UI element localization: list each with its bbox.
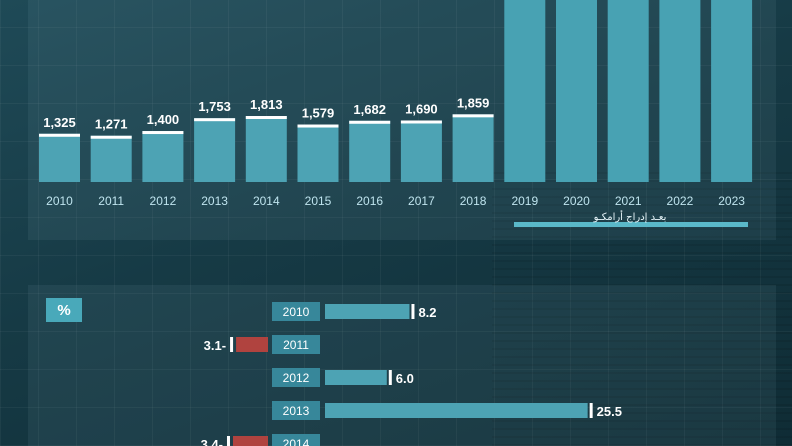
x-tick-label-2010: 2010 xyxy=(46,194,73,208)
top-chart-panel xyxy=(28,0,776,240)
x-tick-label-2022: 2022 xyxy=(667,194,694,208)
bar-2016 xyxy=(349,120,391,182)
bar-cap-2012 xyxy=(142,131,184,135)
aramco-underline xyxy=(514,222,748,227)
growth-bar-tick-2013 xyxy=(589,403,593,418)
bar-future-2022 xyxy=(659,0,701,182)
x-tick-label-2017: 2017 xyxy=(408,194,435,208)
bar-value-label-2017: 1,690 xyxy=(405,101,438,116)
x-tick-label-2016: 2016 xyxy=(356,194,383,208)
x-tick-label-2020: 2020 xyxy=(563,194,590,208)
y-tick-label-2010: 2010 xyxy=(283,305,310,319)
y-tick-label-2011: 2011 xyxy=(283,338,309,352)
bar-value-label-2015: 1,579 xyxy=(302,106,335,121)
growth-bar-tick-2011 xyxy=(230,337,234,352)
year-box-2010 xyxy=(272,302,320,321)
x-tick-label-2019: 2019 xyxy=(511,194,538,208)
bar-value-label-2014: 1,813 xyxy=(250,97,283,112)
bar-cap-2010 xyxy=(39,133,80,137)
year-box-2014 xyxy=(272,434,320,446)
year-box-2013 xyxy=(272,401,320,420)
bar-value-label-2018: 1,859 xyxy=(457,95,490,110)
growth-value-label-2010: 8.2 xyxy=(418,305,436,320)
x-tick-label-2012: 2012 xyxy=(150,194,177,208)
bar-2013 xyxy=(194,118,236,182)
year-box-2012 xyxy=(272,368,320,387)
bar-cap-2014 xyxy=(245,116,287,120)
y-tick-label-2012: 2012 xyxy=(283,371,310,385)
growth-bar-tick-2010 xyxy=(411,304,415,319)
background-building xyxy=(492,170,792,446)
bar-2011 xyxy=(90,135,132,182)
bar-cap-2018 xyxy=(452,114,494,118)
bar-cap-2013 xyxy=(194,118,236,122)
y-tick-label-2014: 2014 xyxy=(283,437,310,446)
growth-value-label-2013: 25.5 xyxy=(597,404,622,419)
growth-value-label-2011: 3.1- xyxy=(204,338,226,353)
x-tick-label-2014: 2014 xyxy=(253,194,280,208)
bar-2012 xyxy=(142,131,184,182)
growth-bar-2014 xyxy=(232,436,268,446)
top-bar-chart: 1,325 2010 1,271 2011 1,400 2012 1,753 2013 1,81… xyxy=(39,0,753,227)
bar-future-2020 xyxy=(556,0,597,182)
x-tick-label-2018: 2018 xyxy=(460,194,487,208)
bar-2014 xyxy=(245,116,287,182)
x-tick-label-2013: 2013 xyxy=(201,194,228,208)
aramco-annotation: بعـد إدراج أرامكـو xyxy=(593,212,667,223)
bar-value-label-2012: 1,400 xyxy=(147,112,180,127)
x-tick-label-2023: 2023 xyxy=(718,194,745,208)
growth-bar-tick-2014 xyxy=(226,436,230,446)
growth-bar-tick-2012 xyxy=(388,370,392,385)
growth-bar-2011 xyxy=(236,337,268,352)
growth-bar-2010 xyxy=(325,304,410,319)
bar-2015 xyxy=(297,124,339,182)
bar-2010 xyxy=(39,133,80,182)
y-tick-label-2013: 2013 xyxy=(283,404,310,418)
growth-bar-2013 xyxy=(325,403,588,418)
bar-future-2021 xyxy=(607,0,649,182)
bar-cap-2015 xyxy=(297,124,339,128)
year-box-2011 xyxy=(272,335,320,354)
growth-value-label-2014: 3.4- xyxy=(201,437,223,446)
bar-value-label-2011: 1,271 xyxy=(95,117,128,132)
x-tick-label-2015: 2015 xyxy=(305,194,332,208)
percent-unit-label: % xyxy=(46,298,82,322)
bar-2017 xyxy=(400,120,442,182)
bar-future-2019 xyxy=(504,0,546,182)
bar-cap-2011 xyxy=(90,135,132,139)
bar-2018 xyxy=(452,114,494,182)
x-tick-label-2011: 2011 xyxy=(98,194,124,208)
bar-value-label-2013: 1,753 xyxy=(198,99,231,114)
growth-bar-2012 xyxy=(325,370,387,385)
bar-cap-2017 xyxy=(400,120,442,124)
bar-future-2023 xyxy=(711,0,753,182)
bar-cap-2016 xyxy=(349,120,391,124)
bar-value-label-2010: 1,325 xyxy=(43,115,76,130)
growth-value-label-2012: 6.0 xyxy=(396,371,414,386)
bar-value-label-2016: 1,682 xyxy=(353,102,386,117)
x-tick-label-2021: 2021 xyxy=(615,194,642,208)
